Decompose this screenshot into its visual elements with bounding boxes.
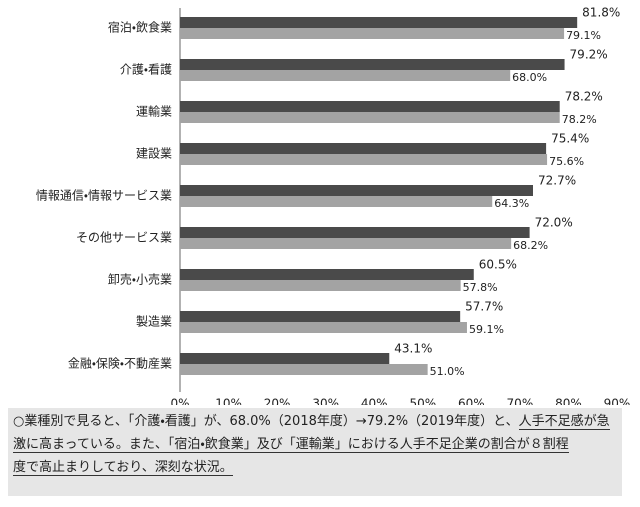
x-tick-label: 30% (312, 397, 339, 406)
note-box: ○業種別で見ると、「介護・看護」が、68.0%（2018年度）→79.2%（20… (8, 408, 622, 496)
bar (180, 185, 533, 196)
x-tick-label: 10% (215, 397, 242, 406)
bar (180, 101, 560, 112)
bar (180, 227, 530, 238)
note-line: ○業種別で見ると、「介護・看護」が、68.0%（2018年度）→79.2%（20… (13, 410, 617, 433)
note-text: ○業種別で見ると、「介護・看護」が、68.0%（2018年度）→79.2%（20… (13, 414, 519, 429)
x-tick-label: 60% (458, 397, 485, 406)
value-label: 81.8% (582, 6, 620, 20)
value-label: 75.4% (551, 132, 589, 146)
bar (180, 70, 511, 81)
bar (180, 154, 548, 165)
y-tick-label: 情報通信・情報サービス業 (36, 189, 172, 203)
note-text: 度で高止まりしており、深刻な状況。 (13, 460, 233, 476)
bar (180, 28, 565, 39)
bar (180, 353, 390, 364)
value-label: 75.6% (549, 155, 584, 168)
note-line: 度で高止まりしており、深刻な状況。 (13, 456, 617, 479)
value-label: 79.2% (570, 48, 608, 62)
y-tick-label: 製造業 (136, 315, 172, 329)
bar (180, 112, 560, 123)
value-label: 78.2% (565, 90, 603, 104)
value-label: 64.3% (494, 197, 529, 210)
bar (180, 269, 474, 280)
value-label: 57.8% (463, 281, 498, 294)
value-label: 78.2% (562, 113, 597, 126)
note-text: 人手不足感が急 (518, 414, 610, 430)
value-label: 59.1% (469, 323, 504, 336)
y-tick-label: 運輸業 (136, 105, 172, 119)
value-label: 68.0% (512, 71, 547, 84)
bar (180, 280, 461, 291)
value-label: 68.2% (513, 239, 548, 252)
y-tick-label: 宿泊・飲食業 (108, 20, 172, 35)
x-tick-label: 80% (555, 397, 582, 406)
chart: 0% 10% 20% 30% 40% 50% 60% 70% 80% 90% 宿泊・飲食業 81.8%… (36, 6, 631, 406)
bar (180, 238, 512, 249)
x-tick-label: 50% (409, 397, 436, 406)
value-label: 43.1% (394, 342, 432, 356)
bar (180, 311, 461, 322)
x-tick-label: 0% (170, 397, 189, 406)
y-tick-label: 建設業 (136, 147, 172, 161)
y-tick-label: 介護・看護 (120, 62, 172, 77)
x-tick-label: 40% (361, 397, 388, 406)
x-tick-label: 90% (604, 397, 631, 406)
bar (180, 196, 493, 207)
value-label: 79.1% (566, 29, 601, 42)
value-label: 72.7% (538, 174, 576, 188)
note-line: 激に高まっている。また、「宿泊・飲食業」及び「運輸業」における人手不足企業の割合… (13, 433, 617, 456)
bar (180, 322, 467, 333)
y-tick-label: 金融・保険・不動産業 (68, 357, 172, 371)
value-label: 57.7% (465, 300, 503, 314)
bar (180, 143, 547, 154)
x-tick-label: 70% (507, 397, 534, 406)
y-tick-label: その他サービス業 (76, 231, 172, 245)
bar (180, 17, 578, 28)
x-tick-label: 20% (264, 397, 291, 406)
value-label: 60.5% (479, 258, 517, 272)
value-label: 51.0% (430, 365, 465, 378)
y-tick-label: 卸売・小売業 (108, 272, 172, 287)
bar (180, 364, 428, 375)
bar (180, 59, 565, 70)
note-text: 激に高まっている。また、「宿泊・飲食業」及び「運輸業」における人手不足企業の割合… (13, 437, 569, 453)
value-label: 72.0% (535, 216, 573, 230)
